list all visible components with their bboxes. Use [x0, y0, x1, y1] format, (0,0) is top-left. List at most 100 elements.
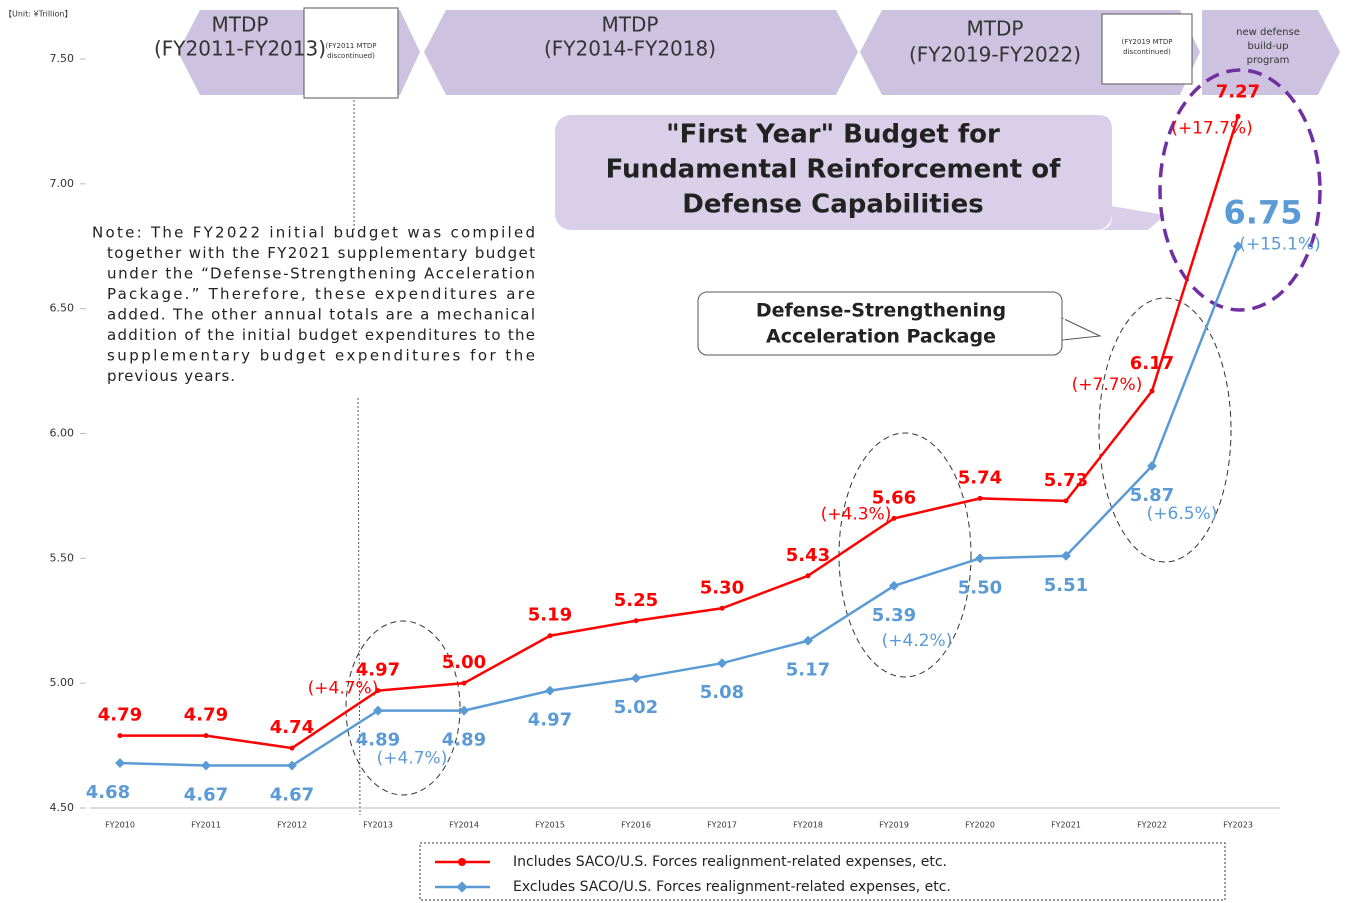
- box-text: (FY2011 MTDP: [326, 42, 377, 50]
- note-box: [303, 7, 399, 99]
- change-label: (+4.2%): [882, 631, 953, 651]
- legend-marker: [458, 858, 466, 866]
- point: [631, 673, 641, 684]
- x-tick-label: FY2019: [879, 821, 909, 830]
- banner-text: program: [1247, 55, 1290, 66]
- point: [203, 733, 209, 739]
- banner-text: MTDP: [212, 13, 269, 37]
- note-text: added. The other annual totals are a mec…: [107, 306, 535, 324]
- banner-arrow: [424, 10, 858, 95]
- value-label: 6.17: [1130, 353, 1174, 374]
- x-tick-label: FY2015: [535, 821, 565, 830]
- value-label: 5.43: [786, 545, 830, 566]
- value-label: 7.27: [1216, 81, 1260, 102]
- x-tick-label: FY2022: [1137, 821, 1167, 830]
- point: [115, 758, 125, 769]
- value-label: 5.19: [528, 605, 572, 626]
- banner-text: build-up: [1248, 41, 1289, 52]
- box-text: discontinued): [1123, 48, 1171, 56]
- banner-text: (FY2014-FY2018): [544, 37, 716, 61]
- x-tick-label: FY2016: [621, 821, 651, 830]
- point: [1233, 241, 1243, 252]
- point: [287, 760, 297, 771]
- point: [545, 685, 555, 696]
- x-tick-label: FY2014: [449, 821, 479, 830]
- value-label: 5.74: [958, 467, 1002, 488]
- value-label: 4.79: [98, 705, 142, 726]
- point: [461, 680, 467, 686]
- y-tick-label: 7.50: [50, 52, 75, 65]
- x-tick-label: FY2013: [363, 821, 393, 830]
- value-label: 4.97: [356, 660, 400, 681]
- value-label: 5.00: [442, 652, 486, 673]
- y-tick-label: 4.50: [50, 801, 75, 814]
- point: [977, 495, 983, 501]
- point: [717, 658, 727, 669]
- decor: [90, 7, 1340, 901]
- value-label: 5.73: [1044, 470, 1088, 491]
- legend-marker: [456, 881, 468, 893]
- note-text: previous years.: [107, 367, 235, 385]
- x-tick-label: FY2017: [707, 821, 737, 830]
- point: [289, 745, 295, 751]
- banner-text: new defense: [1236, 27, 1300, 38]
- highlight-ellipse: [1158, 68, 1322, 312]
- value-label: 5.30: [700, 577, 744, 598]
- unit-label: 【Unit: ¥Trillion】: [4, 10, 72, 19]
- point: [117, 733, 123, 739]
- value-label: 5.50: [958, 577, 1002, 598]
- series-line: [120, 116, 1240, 750]
- x-tick-label: FY2021: [1051, 821, 1081, 830]
- value-label: 4.68: [86, 782, 130, 803]
- point: [201, 760, 211, 771]
- banner-arrow: [1202, 10, 1340, 95]
- x-tick-label: FY2020: [965, 821, 995, 830]
- value-label: 5.87: [1130, 485, 1174, 506]
- note-text: Package.” Therefore, these expenditures …: [107, 285, 535, 303]
- change-label: (+15.1%): [1239, 234, 1321, 254]
- value-label: 4.79: [184, 705, 228, 726]
- change-label: (+7.7%): [1072, 375, 1143, 395]
- point: [1235, 113, 1241, 119]
- point: [1147, 461, 1157, 471]
- point: [1061, 550, 1071, 561]
- x-tick-label: FY2011: [191, 821, 221, 830]
- point: [633, 618, 639, 624]
- callout-package: Defense-Strengthening: [756, 300, 1006, 322]
- point: [375, 688, 381, 694]
- change-label: (+6.5%): [1147, 504, 1218, 524]
- point: [1063, 498, 1069, 504]
- change-label: (+4.7%): [377, 749, 448, 769]
- value-label: 4.89: [356, 730, 400, 751]
- value-label: 5.17: [786, 660, 830, 681]
- point: [889, 580, 899, 591]
- note-box: [1101, 13, 1193, 85]
- x-tick-label: FY2010: [105, 821, 135, 830]
- y-tick-label: 5.00: [50, 676, 75, 689]
- legend-label: Excludes SACO/U.S. Forces realignment-re…: [513, 879, 951, 895]
- legend: [419, 842, 1226, 901]
- value-label: 4.97: [528, 710, 572, 731]
- note-text: addition of the initial budget expenditu…: [107, 326, 535, 344]
- change-label: (+4.7%): [308, 679, 379, 699]
- banner-text: (FY2019-FY2022): [909, 43, 1081, 67]
- package-callout: [697, 291, 1063, 356]
- point: [719, 605, 725, 611]
- value-label: 5.51: [1044, 575, 1088, 596]
- point: [373, 705, 383, 716]
- x-tick-label: FY2012: [277, 821, 307, 830]
- value-label: 4.89: [442, 730, 486, 751]
- highlight-ellipse: [345, 620, 461, 796]
- point: [891, 515, 897, 521]
- point: [547, 633, 553, 639]
- y-tick-label: 7.00: [50, 177, 75, 190]
- note-text: supplementary budget expenditures for th…: [107, 347, 535, 365]
- value-label: 5.08: [700, 682, 744, 703]
- series-line: [119, 245, 1240, 767]
- note-text: Note: The FY2022 initial budget was comp…: [92, 224, 535, 242]
- value-label: 5.02: [614, 697, 658, 718]
- highlight-ellipse: [1098, 297, 1232, 563]
- x-tick-label: FY2018: [793, 821, 823, 830]
- y-tick-label: 6.00: [50, 427, 75, 440]
